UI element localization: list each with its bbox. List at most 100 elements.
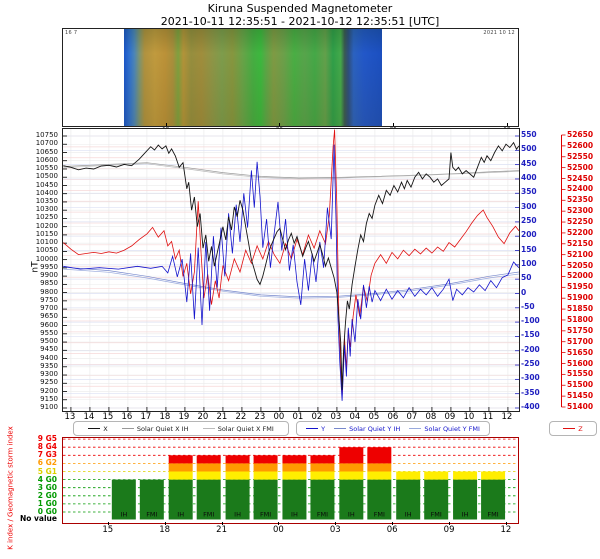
blue-axis-tick: 550	[521, 130, 537, 139]
red-axis-tick: 52150	[567, 238, 594, 248]
k-index-x-axis-tick-labels: 15 18 21 00 03 06 09 12	[62, 522, 517, 536]
k-bar-segment-yellow	[168, 471, 193, 480]
red-axis-tick: 51500	[567, 380, 594, 390]
main-x-tick: 10	[463, 412, 475, 422]
k-x-tick-mark	[335, 522, 337, 525]
k-level-label: 3 G0	[37, 482, 57, 492]
k-bar-segment-green	[139, 479, 164, 520]
k-bar-segment-green	[367, 479, 392, 520]
main-x-tick: 07	[406, 412, 418, 422]
k-bar-segment-green	[282, 479, 307, 520]
left-axis-tick: 10750	[35, 131, 58, 139]
magnetogram-plot	[62, 128, 520, 412]
right-axis-blue-tick-labels: 550 500 450 400 350 300 250 200 150 100 50 0 -50 -100…	[521, 128, 555, 411]
main-x-tick: 23	[254, 412, 266, 422]
red-axis-tick: 51600	[567, 358, 594, 368]
k-level-label: 9 G5	[37, 434, 57, 444]
main-x-tick: 22	[235, 412, 247, 422]
left-axis-tick: 10400	[35, 188, 58, 197]
main-x-tick: 11	[482, 412, 494, 422]
k-bar-segment-green	[424, 479, 449, 520]
left-axis-tick: 9700	[40, 304, 58, 313]
keogram-tick	[393, 123, 395, 126]
red-axis-tick: 52650	[567, 130, 594, 139]
main-x-tick: 16	[121, 412, 133, 422]
page-subtitle: 2021-10-11 12:35:51 - 2021-10-12 12:35:5…	[160, 15, 440, 28]
legend-label: Solar Quiet X IH	[136, 424, 189, 433]
blue-axis-tick: -250	[521, 359, 540, 369]
k-x-tick-mark	[392, 522, 394, 525]
blue-axis-tick: 250	[521, 215, 537, 225]
blue-axis-tick: 500	[521, 144, 537, 154]
legend-swatch	[202, 428, 215, 429]
k-bar-source-label: IH	[291, 511, 298, 519]
k-level-label: 4 G0	[37, 474, 57, 484]
left-axis-tick-labels: 10750 10700 10650 10600 10550 10500 10450 10400…	[0, 128, 60, 411]
left-axis-tick: 9200	[40, 386, 58, 395]
main-x-tick: 05	[368, 412, 380, 422]
k-level-label: 0 G0	[37, 507, 57, 516]
k-bar-segment-orange	[196, 463, 221, 472]
red-axis-tick: 52550	[567, 151, 594, 161]
blue-axis-tick: -350	[521, 387, 540, 397]
legend-label: Solar Quiet X FMI	[217, 424, 274, 433]
k-bar-segment-yellow	[253, 471, 278, 480]
left-axis-tick: 9850	[40, 279, 58, 288]
red-axis-tick: 52050	[567, 260, 594, 270]
blue-axis-tick: 150	[521, 244, 537, 254]
k-bar-segment-green	[253, 479, 278, 520]
blue-axis-tick: 0	[521, 287, 527, 297]
k-level-label: 7 G3	[37, 450, 57, 460]
left-axis-tick: 9400	[40, 353, 58, 362]
k-bar-segment-green	[453, 479, 478, 520]
main-x-tick: 04	[349, 412, 361, 422]
k-bar-segment-yellow	[424, 471, 449, 480]
k-bar-segment-red	[168, 455, 193, 464]
red-axis-tick: 52200	[567, 227, 594, 237]
red-axis-tick: 52350	[567, 195, 594, 205]
blue-axis-tick: -200	[521, 344, 540, 354]
legend-label: X	[103, 424, 108, 433]
red-axis-tick: 51850	[567, 304, 594, 314]
k-bar-segment-green	[339, 479, 364, 520]
right-axis-red-tick-labels: 52650 52600 52550 52500 52450 52400 52350 52300…	[567, 128, 600, 411]
legend-item: Solar Quiet Y IH	[334, 425, 400, 433]
k-bar-segment-yellow	[339, 471, 364, 480]
keogram-image	[124, 29, 382, 126]
keogram-tick	[165, 123, 167, 126]
k-bar-source-label: FMI	[317, 511, 328, 519]
left-axis-tick: 9450	[40, 345, 58, 354]
legend-swatch	[88, 428, 101, 429]
red-axis-tick: 51650	[567, 347, 594, 357]
series-solar-quiet-y-ih	[63, 266, 519, 298]
red-axis-tick: 52450	[567, 173, 594, 183]
legend-item: Solar Quiet X FMI	[202, 424, 274, 433]
k-bar-segment-red	[339, 447, 364, 464]
k-bar-source-label: IH	[177, 511, 184, 519]
legend-item: Z	[563, 425, 583, 433]
blue-axis-tick: -150	[521, 330, 540, 340]
main-x-tick: 00	[273, 412, 285, 422]
k-bar-segment-red	[367, 447, 392, 464]
red-axis-tick: 52400	[567, 184, 594, 194]
main-x-tick: 02	[311, 412, 323, 422]
left-axis-tick: 9750	[40, 295, 58, 304]
page-title: Kiruna Suspended Magnetometer	[207, 2, 393, 15]
legend-label: Y	[321, 424, 326, 433]
blue-axis-tick: -50	[521, 301, 535, 311]
k-index-svg: IH FMI IH FMI IH FMI IH FMI IH FMI IH FMI IH FMI	[63, 438, 518, 520]
k-x-tick: 03	[329, 525, 341, 535]
left-axis-tick: 9800	[40, 287, 58, 296]
left-axis-tick: 10200	[35, 221, 58, 230]
k-bar-source-label: IH	[462, 511, 469, 519]
k-x-tick-mark	[278, 522, 280, 525]
legend-swatch	[121, 428, 134, 429]
k-bar-segment-yellow	[481, 471, 506, 480]
k-bar-segment-orange	[168, 463, 193, 472]
series-z	[63, 129, 519, 397]
main-x-tick: 09	[444, 412, 456, 422]
k-bar-source-label: IH	[405, 511, 412, 519]
keogram-right-note: 2021 10 12	[483, 30, 515, 36]
left-axis-tick: 10350	[35, 196, 58, 205]
k-index-level-labels: 9 G5 8 G4 7 G3 6 G2 5 G1 4 G0 3 G0 2 G0 1 G0 0 G0…	[0, 434, 59, 527]
